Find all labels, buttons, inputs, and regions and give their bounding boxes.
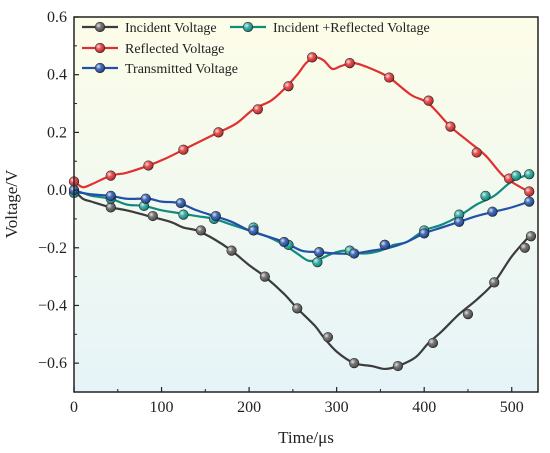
x-tick-label: 400 <box>412 399 436 416</box>
legend-marker <box>242 21 254 33</box>
legend: Incident Voltage Incident +Reflected Volt… <box>82 21 430 77</box>
data-point-reflected-voltage <box>445 121 456 132</box>
data-point-transmitted-voltage <box>140 193 151 204</box>
legend-label: Incident Voltage <box>125 21 217 36</box>
y-tick-label: −0.4 <box>38 297 67 314</box>
data-point-reflected-voltage <box>283 81 294 92</box>
legend-item-incident-reflected-voltage: Incident +Reflected Voltage <box>230 21 430 36</box>
x-tick-label: 500 <box>500 399 524 416</box>
y-tick-label: −0.2 <box>38 240 67 257</box>
data-point-incident-voltage <box>195 225 207 236</box>
data-point-reflected-voltage <box>524 186 535 197</box>
y-axis-title: Voltage/V <box>2 169 21 238</box>
legend-item-reflected-voltage: Reflected Voltage <box>82 42 224 57</box>
x-tick-label: 200 <box>237 399 261 416</box>
data-point-incident-voltage <box>525 231 537 242</box>
data-point-incident-reflected-voltage <box>454 209 465 220</box>
data-point-incident-voltage <box>292 303 303 314</box>
data-point-reflected-voltage <box>344 58 355 69</box>
data-point-transmitted-voltage <box>210 210 221 222</box>
data-point-transmitted-voltage <box>314 246 325 258</box>
marker-layer <box>68 52 537 372</box>
data-point-transmitted-voltage <box>419 228 430 239</box>
data-point-incident-reflected-voltage <box>480 190 491 201</box>
data-point-incident-voltage <box>519 242 530 253</box>
legend-item-incident-voltage: Incident Voltage <box>82 21 217 36</box>
data-point-incident-reflected-voltage <box>524 169 535 180</box>
data-point-incident-voltage <box>259 271 270 282</box>
legend-label: Transmitted Voltage <box>125 62 238 77</box>
legend-marker <box>94 21 106 33</box>
data-point-reflected-voltage <box>307 52 318 63</box>
y-tick-label: 0.4 <box>47 67 67 84</box>
x-tick-label: 300 <box>325 399 349 416</box>
y-tick-label: 0.6 <box>47 9 67 26</box>
legend-marker <box>94 62 106 74</box>
data-point-transmitted-voltage <box>279 236 290 248</box>
data-point-transmitted-voltage <box>105 190 116 201</box>
x-axis-ticks: 0 100 200 300 400 500 <box>70 387 524 416</box>
y-tick-label: −0.6 <box>38 355 67 372</box>
data-point-incident-voltage <box>105 202 116 213</box>
data-point-reflected-voltage <box>178 144 189 155</box>
y-tick-label: 0.2 <box>47 124 67 141</box>
data-point-transmitted-voltage <box>175 197 186 209</box>
data-point-reflected-voltage <box>213 127 224 138</box>
data-point-incident-voltage <box>462 309 474 320</box>
data-point-incident-reflected-voltage <box>511 170 522 181</box>
data-point-reflected-voltage <box>143 160 154 171</box>
y-tick-label: 0.0 <box>47 182 67 199</box>
legend-label: Incident +Reflected Voltage <box>273 21 430 36</box>
legend-label: Reflected Voltage <box>125 42 224 57</box>
data-point-reflected-voltage <box>471 147 482 158</box>
data-point-incident-voltage <box>392 360 404 372</box>
data-point-incident-voltage <box>349 358 360 369</box>
legend-marker <box>94 42 106 54</box>
plot-frame <box>73 16 539 393</box>
data-point-incident-reflected-voltage <box>178 209 189 220</box>
plot-background <box>74 17 538 392</box>
legend-item-transmitted-voltage: Transmitted Voltage <box>82 62 238 77</box>
y-axis-ticks: −0.6 −0.4 −0.2 0.0 0.2 0.4 0.6 <box>38 9 79 372</box>
data-point-reflected-voltage <box>252 104 263 115</box>
data-point-transmitted-voltage <box>454 216 465 227</box>
x-tick-label: 0 <box>70 399 78 416</box>
x-axis-title: Time/μs <box>278 428 334 447</box>
series-line-incident-voltage <box>74 188 531 371</box>
data-point-transmitted-voltage <box>379 239 390 250</box>
data-point-transmitted-voltage <box>248 225 259 236</box>
data-point-reflected-voltage <box>423 95 434 106</box>
data-point-incident-voltage <box>147 210 158 222</box>
data-point-transmitted-voltage <box>349 248 360 259</box>
data-point-incident-voltage <box>427 337 439 349</box>
data-point-transmitted-voltage <box>524 196 535 207</box>
data-point-transmitted-voltage <box>487 206 498 217</box>
data-point-incident-voltage <box>322 332 333 343</box>
data-point-reflected-voltage <box>384 72 395 83</box>
x-tick-label: 100 <box>150 399 174 416</box>
data-point-reflected-voltage <box>105 170 116 181</box>
data-point-incident-reflected-voltage <box>312 257 323 268</box>
data-point-incident-voltage <box>226 245 237 256</box>
data-point-incident-voltage <box>489 277 500 288</box>
